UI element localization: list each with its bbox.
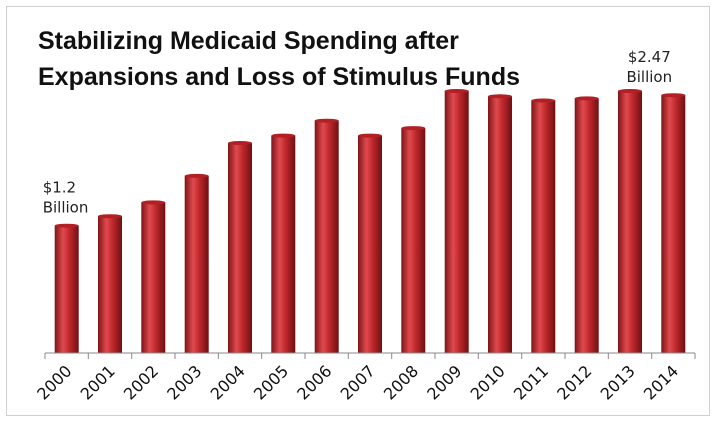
tick-label-2007: 2007 — [337, 361, 379, 403]
data-label-2014-line-1: $2.47 — [628, 48, 671, 66]
tick-label-2000: 2000 — [33, 361, 75, 403]
tick-label-2006: 2006 — [293, 361, 335, 403]
bar-cap-2005 — [271, 133, 296, 138]
bar-cap-2013 — [618, 89, 642, 93]
bar-2006 — [314, 120, 339, 353]
bar-2002 — [141, 202, 166, 353]
tick-label-2005: 2005 — [250, 361, 292, 403]
tick-label-2002: 2002 — [120, 361, 162, 403]
bar-cap-2006 — [314, 118, 339, 123]
tick-label-2010: 2010 — [467, 361, 509, 403]
bar-cap-2003 — [184, 173, 209, 178]
bar-2005 — [271, 135, 296, 353]
bar-2010 — [488, 96, 512, 354]
bar-cap-2000 — [54, 223, 79, 228]
bar-2001 — [98, 216, 122, 353]
bar-cap-2007 — [358, 133, 382, 138]
annotations: $1.2 Billion $2.47 Billion — [43, 48, 672, 217]
tick-label-2013: 2013 — [597, 361, 639, 403]
bar-2007 — [358, 135, 382, 353]
tick-labels: 2000 2001 2002 2003 2004 2005 2006 2007 2008 2009… — [33, 361, 682, 403]
data-label-2014-line-2: Billion — [626, 68, 672, 86]
x-axis — [44, 352, 696, 359]
bar-2014 — [661, 95, 686, 353]
bar-cap-2010 — [488, 94, 512, 99]
tick-label-2011: 2011 — [510, 361, 552, 403]
bar-2008 — [401, 128, 426, 353]
bar-cap-2012 — [574, 96, 599, 101]
bar-2013 — [618, 91, 642, 353]
chart-title-line-2: Expansions and Loss of Stimulus Funds — [38, 63, 520, 91]
bar-cap-2004 — [228, 141, 252, 145]
tick-label-2008: 2008 — [380, 361, 422, 403]
bar-2004 — [228, 143, 252, 353]
tick-label-2004: 2004 — [207, 361, 249, 403]
bar-2011 — [531, 100, 556, 353]
bar-cap-2011 — [531, 98, 556, 103]
bar-cap-2001 — [98, 214, 122, 219]
data-label-2000-line-2: Billion — [43, 199, 89, 217]
bar-2009 — [444, 91, 469, 353]
bar-cap-2002 — [141, 200, 166, 205]
tick-label-2001: 2001 — [77, 361, 119, 403]
tick-label-2003: 2003 — [163, 361, 205, 403]
bar-2000 — [54, 225, 79, 353]
tick-label-2014: 2014 — [640, 361, 682, 403]
tick-label-2012: 2012 — [553, 361, 595, 403]
bar-cap-2009 — [444, 89, 469, 93]
tick-label-2009: 2009 — [423, 361, 465, 403]
data-label-2000-line-1: $1.2 — [43, 179, 76, 197]
bar-cap-2008 — [401, 126, 426, 131]
bar-2012 — [574, 98, 599, 354]
chart-title-line-1: Stabilizing Medicaid Spending after — [38, 27, 459, 55]
bar-2003 — [184, 175, 209, 353]
bars-layer — [54, 89, 686, 354]
bar-cap-2014 — [661, 93, 686, 98]
